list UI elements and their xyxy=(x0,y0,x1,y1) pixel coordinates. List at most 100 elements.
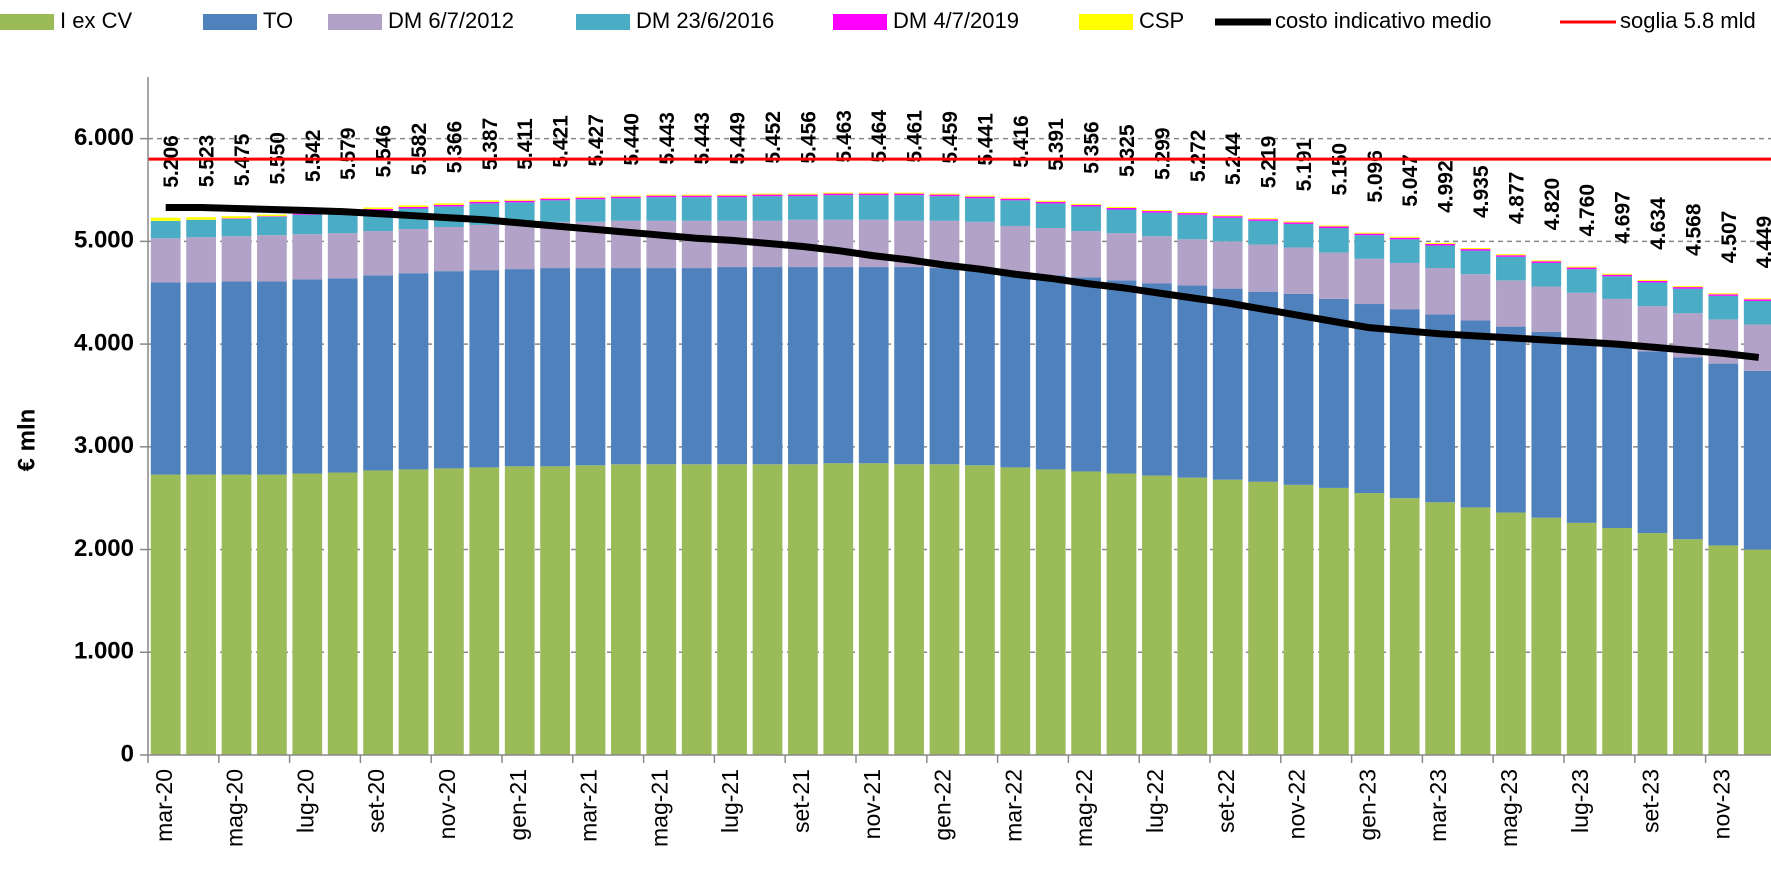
bar-segment xyxy=(1496,280,1526,327)
legend-swatch xyxy=(1079,14,1133,30)
data-label: 5.411 xyxy=(514,118,537,170)
bar-segment xyxy=(186,474,216,755)
bar-segment xyxy=(752,193,783,195)
legend-label: CSP xyxy=(1139,8,1184,33)
bar-segment xyxy=(1496,256,1526,281)
data-label: 5.427 xyxy=(585,114,608,167)
bar-segment xyxy=(929,196,960,221)
bar-segment xyxy=(1743,324,1771,371)
bar-segment xyxy=(363,470,393,755)
bar-segment xyxy=(540,198,570,201)
bar-segment xyxy=(327,278,358,473)
x-tick-label: mag-23 xyxy=(1496,769,1522,847)
bar-segment xyxy=(1531,517,1562,755)
bar-segment xyxy=(1000,200,1031,226)
data-label: 5.047 xyxy=(1399,154,1422,207)
data-label: 5.449 xyxy=(727,112,750,165)
bar-segment xyxy=(540,197,570,199)
x-tick-label: nov-20 xyxy=(434,769,460,839)
bar-segment xyxy=(1354,232,1385,234)
bar-segment xyxy=(1212,215,1243,217)
bar-segment xyxy=(540,466,570,755)
bar-segment xyxy=(1743,370,1771,550)
data-label: 5.299 xyxy=(1151,127,1174,180)
bar-segment xyxy=(646,464,677,755)
bar-segment xyxy=(1177,214,1208,240)
y-tick-label: 5.000 xyxy=(74,227,134,254)
bar-segment xyxy=(363,207,393,210)
data-label: 5.464 xyxy=(868,110,891,163)
bar-segment xyxy=(1389,236,1420,238)
bar-segment xyxy=(929,268,960,465)
data-label: 5.150 xyxy=(1328,143,1351,196)
bar-segment xyxy=(1566,338,1597,523)
bar-segment xyxy=(1602,276,1632,299)
bar-segment xyxy=(1248,218,1278,220)
bar-segment xyxy=(823,463,854,755)
bar-segment xyxy=(1673,286,1703,288)
bar-segment xyxy=(221,218,252,219)
legend-swatch xyxy=(833,14,887,30)
bar-segment xyxy=(540,268,570,467)
data-label: 4.760 xyxy=(1576,184,1599,237)
bar-segment xyxy=(1531,261,1562,263)
bar-segment xyxy=(575,465,606,755)
bar-segment xyxy=(717,194,747,196)
bar-segment xyxy=(823,267,854,464)
bar-segment xyxy=(150,217,181,221)
x-tick-label: gen-22 xyxy=(930,769,956,841)
bar-segment xyxy=(1071,203,1101,205)
bar-segment xyxy=(646,268,677,465)
bar-segment xyxy=(292,473,323,755)
data-label: 5.219 xyxy=(1258,136,1281,189)
bar-segment xyxy=(575,199,606,222)
bar-segment xyxy=(1708,294,1739,296)
legend-swatch xyxy=(203,14,257,30)
bar-segment xyxy=(1319,228,1349,253)
bar-segment xyxy=(965,221,995,271)
bar-segment xyxy=(1248,220,1278,245)
bar-segment xyxy=(1354,233,1385,236)
bar-segment xyxy=(1354,235,1385,259)
bar-segment xyxy=(1000,273,1031,468)
bar-segment xyxy=(1354,304,1385,494)
bar-segment xyxy=(788,464,818,755)
bar-segment xyxy=(1708,545,1739,755)
bar-segment xyxy=(894,195,924,221)
bar-segment xyxy=(150,282,181,475)
bar-segment xyxy=(186,237,216,283)
data-label: 5.272 xyxy=(1187,130,1210,183)
bar-segment xyxy=(1602,274,1632,277)
data-label: 5.443 xyxy=(691,112,714,165)
x-tick-label: lug-21 xyxy=(717,769,743,833)
bar-segment xyxy=(1071,231,1101,278)
bar-segment xyxy=(1708,295,1739,320)
bar-segment xyxy=(1071,206,1101,232)
bar-segment xyxy=(1389,498,1420,755)
bar-segment xyxy=(1283,223,1314,248)
bar-segment xyxy=(717,197,747,221)
bar-segment xyxy=(1000,225,1031,274)
bar-segment xyxy=(1177,212,1208,214)
data-label: 5.325 xyxy=(1116,124,1139,177)
x-tick-label: mar-20 xyxy=(151,769,177,842)
cost-line xyxy=(165,203,1760,361)
data-label: 5.356 xyxy=(1081,121,1104,174)
x-tick-label: set-20 xyxy=(363,769,389,833)
legend-label: costo indicativo medio xyxy=(1275,8,1491,33)
bar-segment xyxy=(1673,539,1703,755)
bar-segment xyxy=(646,197,677,221)
bar-segment xyxy=(1354,258,1385,305)
bar-segment xyxy=(1389,309,1420,499)
bar-segment xyxy=(1035,275,1066,470)
bar-segment xyxy=(1319,225,1349,227)
data-label: 4.992 xyxy=(1435,160,1458,213)
bar-segment xyxy=(1283,221,1314,223)
bar-segment xyxy=(257,474,287,755)
bar-segment xyxy=(1142,212,1172,237)
bar-segment xyxy=(363,209,393,211)
bar-segment xyxy=(1460,248,1491,250)
x-tick-label: nov-23 xyxy=(1708,769,1734,839)
bar-segment xyxy=(965,198,995,222)
bar-segment xyxy=(1283,293,1314,485)
